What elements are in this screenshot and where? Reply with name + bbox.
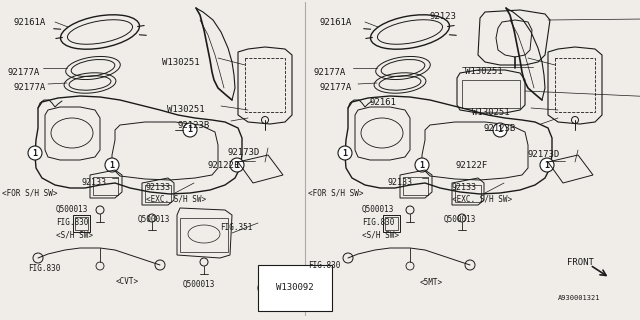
Text: <S/H SW>: <S/H SW> xyxy=(362,230,399,239)
Text: 92133: 92133 xyxy=(388,178,413,187)
Text: 1: 1 xyxy=(33,148,38,157)
Text: 92122F: 92122F xyxy=(455,161,487,170)
Text: 92177A: 92177A xyxy=(320,83,352,92)
Circle shape xyxy=(338,146,352,160)
Text: Q500013: Q500013 xyxy=(183,280,216,289)
Text: 1: 1 xyxy=(342,148,348,157)
Text: 92173D: 92173D xyxy=(527,150,559,159)
Text: 92177A: 92177A xyxy=(314,68,346,77)
Text: FIG.830: FIG.830 xyxy=(362,218,394,227)
Text: 1: 1 xyxy=(234,161,239,170)
Text: 1: 1 xyxy=(109,161,115,170)
Circle shape xyxy=(28,146,42,160)
Text: FRONT: FRONT xyxy=(567,258,594,267)
Circle shape xyxy=(493,123,507,137)
Text: W130251: W130251 xyxy=(465,67,502,76)
Text: <FOR S/H SW>: <FOR S/H SW> xyxy=(308,188,364,197)
Text: 92161: 92161 xyxy=(370,98,397,107)
Text: FIG.830: FIG.830 xyxy=(28,264,60,273)
Text: 92133: 92133 xyxy=(452,183,477,192)
Text: <5MT>: <5MT> xyxy=(420,278,443,287)
Text: 1: 1 xyxy=(545,161,550,170)
Text: 1: 1 xyxy=(188,125,193,134)
Text: Q500013: Q500013 xyxy=(56,205,88,214)
Text: <EXC. S/H SW>: <EXC. S/H SW> xyxy=(452,194,512,203)
Text: 92161A: 92161A xyxy=(320,18,352,27)
Text: Q500013: Q500013 xyxy=(138,215,170,224)
Text: 1: 1 xyxy=(262,284,268,292)
Text: W130092: W130092 xyxy=(276,284,314,292)
Circle shape xyxy=(540,158,554,172)
Text: 92123B: 92123B xyxy=(484,124,516,133)
Text: 92123B: 92123B xyxy=(178,121,211,130)
Text: 92133: 92133 xyxy=(82,178,107,187)
Text: <FOR S/H SW>: <FOR S/H SW> xyxy=(2,188,58,197)
Text: <S/H SW>: <S/H SW> xyxy=(56,230,93,239)
Text: FIG.351: FIG.351 xyxy=(220,223,252,232)
Text: 92122F: 92122F xyxy=(207,161,239,170)
Circle shape xyxy=(230,158,244,172)
Text: W130251: W130251 xyxy=(472,108,509,117)
Circle shape xyxy=(258,281,272,295)
Text: 92173D: 92173D xyxy=(228,148,260,157)
Text: 92161A: 92161A xyxy=(14,18,46,27)
Text: FIG.830: FIG.830 xyxy=(56,218,88,227)
Text: W130251: W130251 xyxy=(167,105,205,114)
Text: 92177A: 92177A xyxy=(8,68,40,77)
Circle shape xyxy=(105,158,119,172)
Text: 1: 1 xyxy=(419,161,424,170)
Text: Q500013: Q500013 xyxy=(444,215,476,224)
Text: 92177A: 92177A xyxy=(14,83,46,92)
Text: 1: 1 xyxy=(497,125,502,134)
Text: W130251: W130251 xyxy=(162,58,200,67)
Text: 92123: 92123 xyxy=(430,12,457,21)
Text: 92133: 92133 xyxy=(146,183,171,192)
Circle shape xyxy=(183,123,197,137)
Circle shape xyxy=(415,158,429,172)
Text: Q500013: Q500013 xyxy=(362,205,394,214)
Text: A930001321: A930001321 xyxy=(558,295,600,301)
Text: <EXC. S/H SW>: <EXC. S/H SW> xyxy=(146,194,206,203)
Text: FIG.830: FIG.830 xyxy=(308,261,340,270)
Text: <CVT>: <CVT> xyxy=(116,277,139,286)
